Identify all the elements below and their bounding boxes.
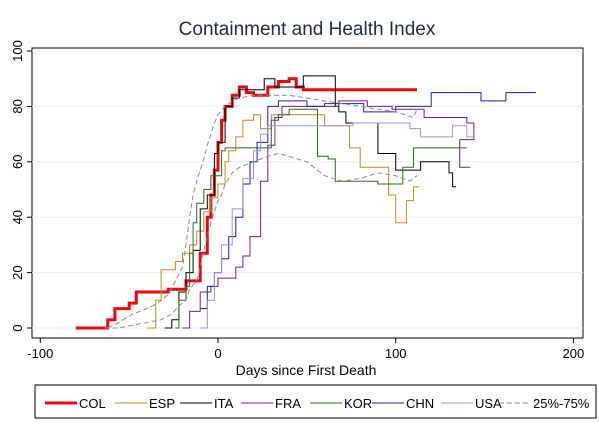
chart-title: Containment and Health Index xyxy=(179,19,436,40)
legend-label: ESP xyxy=(149,396,175,411)
x-tick-label: 0 xyxy=(214,346,221,361)
legend-label: COL xyxy=(79,396,106,411)
y-tick-label: 80 xyxy=(10,99,25,113)
series-line-esp xyxy=(146,114,419,329)
series-line-usa xyxy=(200,122,474,329)
x-tick-label: -100 xyxy=(27,346,53,361)
series-line-band-lower xyxy=(104,152,418,329)
y-tick-label: 20 xyxy=(10,265,25,279)
x-tick-label: 100 xyxy=(385,346,407,361)
legend-label: USA xyxy=(475,396,502,411)
legend-label: 25%-75% xyxy=(533,396,590,411)
y-tick-label: 0 xyxy=(10,324,25,331)
plot-frame xyxy=(31,47,584,339)
legend-label: KOR xyxy=(344,396,372,411)
series-line-25-75 xyxy=(107,94,418,329)
plot-area: 0 20 40 60 80 100 -100 0 100 200 xyxy=(10,40,584,361)
legend-label: CHN xyxy=(406,396,434,411)
x-axis-title: Days since First Death xyxy=(236,362,377,378)
x-tick-label: 200 xyxy=(563,346,585,361)
legend-box xyxy=(34,384,597,419)
series-line-kor xyxy=(175,108,467,329)
legend-label: FRA xyxy=(275,396,301,411)
y-tick-label: 100 xyxy=(10,40,25,62)
y-tick-label: 40 xyxy=(10,210,25,224)
legend: COL ESP ITA FRA KOR CHN USA 25%-75% xyxy=(34,384,597,419)
y-tick-label: 60 xyxy=(10,155,25,169)
series-line-ita xyxy=(164,75,457,329)
legend-label: ITA xyxy=(214,396,234,411)
